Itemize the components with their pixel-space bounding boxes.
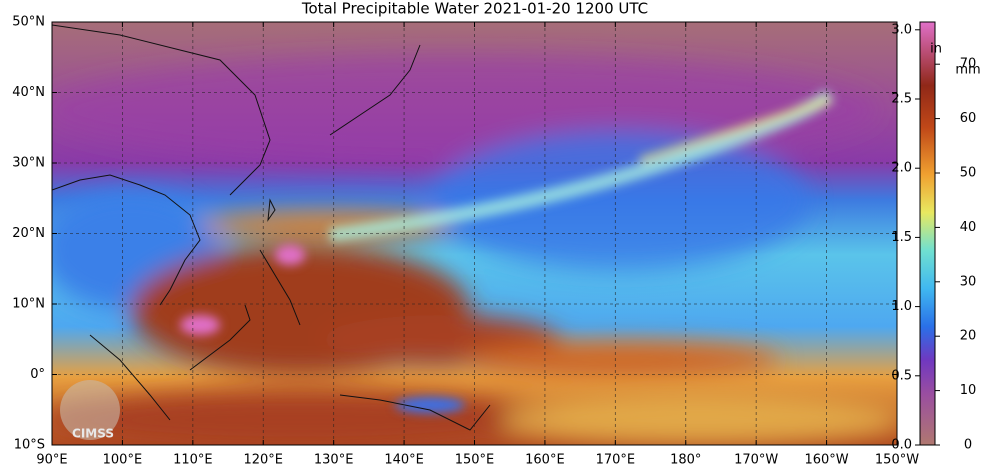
in-tick-label: 0.5 <box>891 368 912 383</box>
lon-label: 100°E <box>103 453 143 468</box>
lat-label: 30°N <box>12 156 45 171</box>
logo-text: CIMSS <box>72 427 114 441</box>
lon-label: 120°E <box>243 453 283 468</box>
lon-label: 90°E <box>36 453 67 468</box>
lat-label: 50°N <box>12 15 45 30</box>
mm-tick-label: 70 <box>960 57 977 72</box>
map-imagery <box>52 22 897 445</box>
mm-tick-label: 30 <box>960 274 977 289</box>
lon-label: 170°W <box>734 453 778 468</box>
graticule <box>51 21 898 446</box>
lat-label: 20°N <box>12 226 45 241</box>
in-tick-label: 1.0 <box>891 299 912 314</box>
mm-tick-label: 60 <box>960 111 977 126</box>
colorbar <box>919 21 936 446</box>
lon-label: 140°E <box>384 453 424 468</box>
in-unit: in <box>930 42 942 57</box>
mm-unit: mm <box>955 63 980 78</box>
in-tick-label: 1.5 <box>891 230 912 245</box>
lon-label: 160°W <box>804 453 848 468</box>
lon-label: 160°E <box>525 453 565 468</box>
mm-tick-label: 0 <box>964 438 972 453</box>
mm-tick-label: 40 <box>960 220 977 235</box>
lat-label: 0° <box>30 367 45 382</box>
logo: CIMSS <box>60 380 120 441</box>
in-tick-label: 3.0 <box>891 22 912 37</box>
mm-tick-label: 20 <box>960 329 977 344</box>
title: Total Precipitable Water 2021-01-20 1200… <box>301 0 648 18</box>
in-tick-label: 2.0 <box>891 161 912 176</box>
lon-label: 150°E <box>455 453 495 468</box>
in-tick-label: 0.0 <box>891 438 912 453</box>
lon-label: 110°E <box>173 453 213 468</box>
lat-label: 10°N <box>12 297 45 312</box>
coastlines <box>52 24 491 431</box>
lon-label: 150°W <box>875 453 919 468</box>
lat-label: 40°N <box>12 85 45 100</box>
lon-label: 130°E <box>314 453 354 468</box>
in-tick-label: 2.5 <box>891 92 912 107</box>
lon-label: 170°E <box>596 453 636 468</box>
lon-label: 180° <box>670 453 701 468</box>
mm-tick-label: 10 <box>960 383 977 398</box>
lat-label: 10°S <box>14 438 45 453</box>
mm-tick-label: 50 <box>960 166 977 181</box>
